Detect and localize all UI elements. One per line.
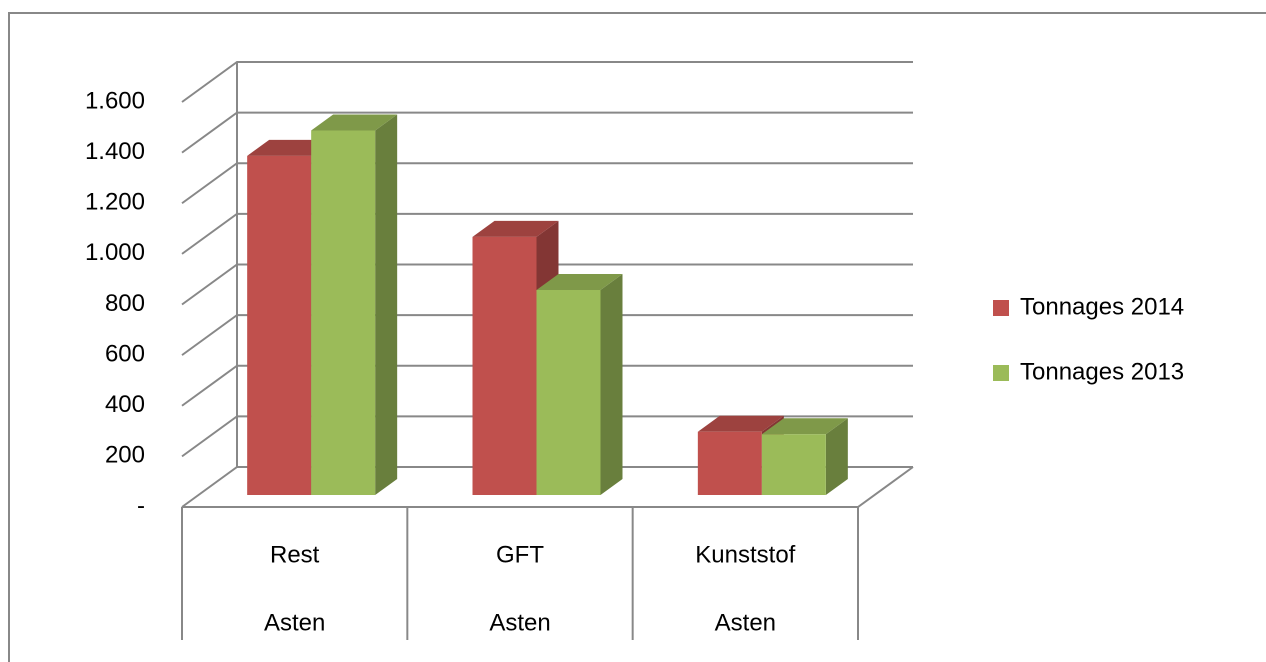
x-group-label: Asten [715,609,776,636]
y-tick-label: 1.000 [85,239,145,266]
bar [472,236,537,495]
y-tick-label: 1.600 [85,87,145,114]
bar-side [600,273,623,495]
y-tick-label: 600 [105,340,145,367]
y-tick-label: 400 [105,391,145,418]
y-tick-label: - [137,492,145,519]
y-tick-label: 800 [105,290,145,317]
chart-frame [8,12,1266,662]
bar [311,130,376,495]
y-tick-label: 200 [105,442,145,469]
bar-top [311,114,398,131]
x-tick-label: Rest [270,541,320,568]
legend-swatch [993,300,1009,316]
legend-swatch [993,365,1009,381]
y-tick-label: 1.400 [85,138,145,165]
x-tick-label: Kunststof [695,541,795,568]
legend-label: Tonnages 2014 [1020,293,1184,320]
bar [536,289,601,495]
bar-top [697,415,784,432]
bar [761,434,826,495]
bar-top [761,418,848,435]
legend-label: Tonnages 2013 [1020,358,1184,385]
x-group-label: Asten [489,609,550,636]
bar [247,155,312,495]
bar [697,431,762,495]
bar-side [375,114,398,495]
bar-top [472,220,559,237]
y-tick-label: 1.200 [85,189,145,216]
grid-line [181,61,913,103]
bar-side [825,418,848,495]
x-group-label: Asten [264,609,325,636]
bar-top [536,273,623,290]
x-tick-label: GFT [496,541,544,568]
